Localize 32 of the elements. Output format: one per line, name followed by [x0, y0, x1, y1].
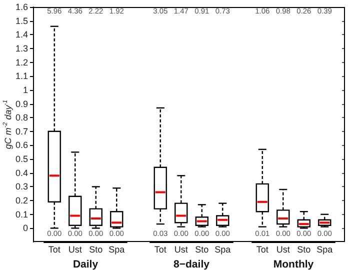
- y-tick-label: 1.1: [15, 71, 28, 82]
- y-tick-label: 0.6: [15, 140, 28, 150]
- y-tick-label: 0.4: [15, 168, 28, 178]
- x-tick-label: Ust: [68, 244, 82, 254]
- x-tick-label: Spa: [316, 244, 333, 254]
- x-axis-title: 8−daily: [174, 258, 210, 270]
- x-tick-label: Ust: [276, 244, 290, 254]
- x-tick-label: Sto: [89, 244, 103, 254]
- y-tick-label: 0.2: [15, 196, 28, 206]
- y-tick-label: 1.6: [15, 2, 28, 12]
- x-tick-label: Tot: [256, 244, 269, 254]
- y-tick-label: 0.5: [15, 154, 28, 164]
- y-tick-label: 0.8: [15, 112, 28, 123]
- y-tick-label: 1.3: [15, 43, 28, 54]
- x-tick-label: Spa: [108, 244, 125, 254]
- x-tick-label: Ust: [174, 244, 188, 254]
- y-tick-label: 1.5: [15, 16, 28, 26]
- y-tick-label: 1.2: [15, 57, 28, 68]
- x-tick-label: Tot: [48, 244, 61, 254]
- x-axis-title: Monthly: [273, 258, 314, 270]
- x-tick-label: Spa: [214, 244, 231, 254]
- y-tick-label: 1: [22, 84, 28, 95]
- y-tick-label: 1.4: [15, 30, 28, 40]
- y-tick-label: 0.9: [15, 98, 28, 109]
- x-axis-title: Daily: [72, 258, 98, 270]
- y-tick-label: 0: [22, 223, 28, 234]
- y-tick-label: 0.7: [15, 126, 28, 136]
- y-tick-label: 0.1: [15, 209, 28, 220]
- x-tick-label: Sto: [297, 244, 311, 254]
- y-tick-label: 0.3: [15, 182, 28, 192]
- x-tick-label: Tot: [154, 244, 167, 254]
- x-tick-label: Sto: [195, 244, 209, 254]
